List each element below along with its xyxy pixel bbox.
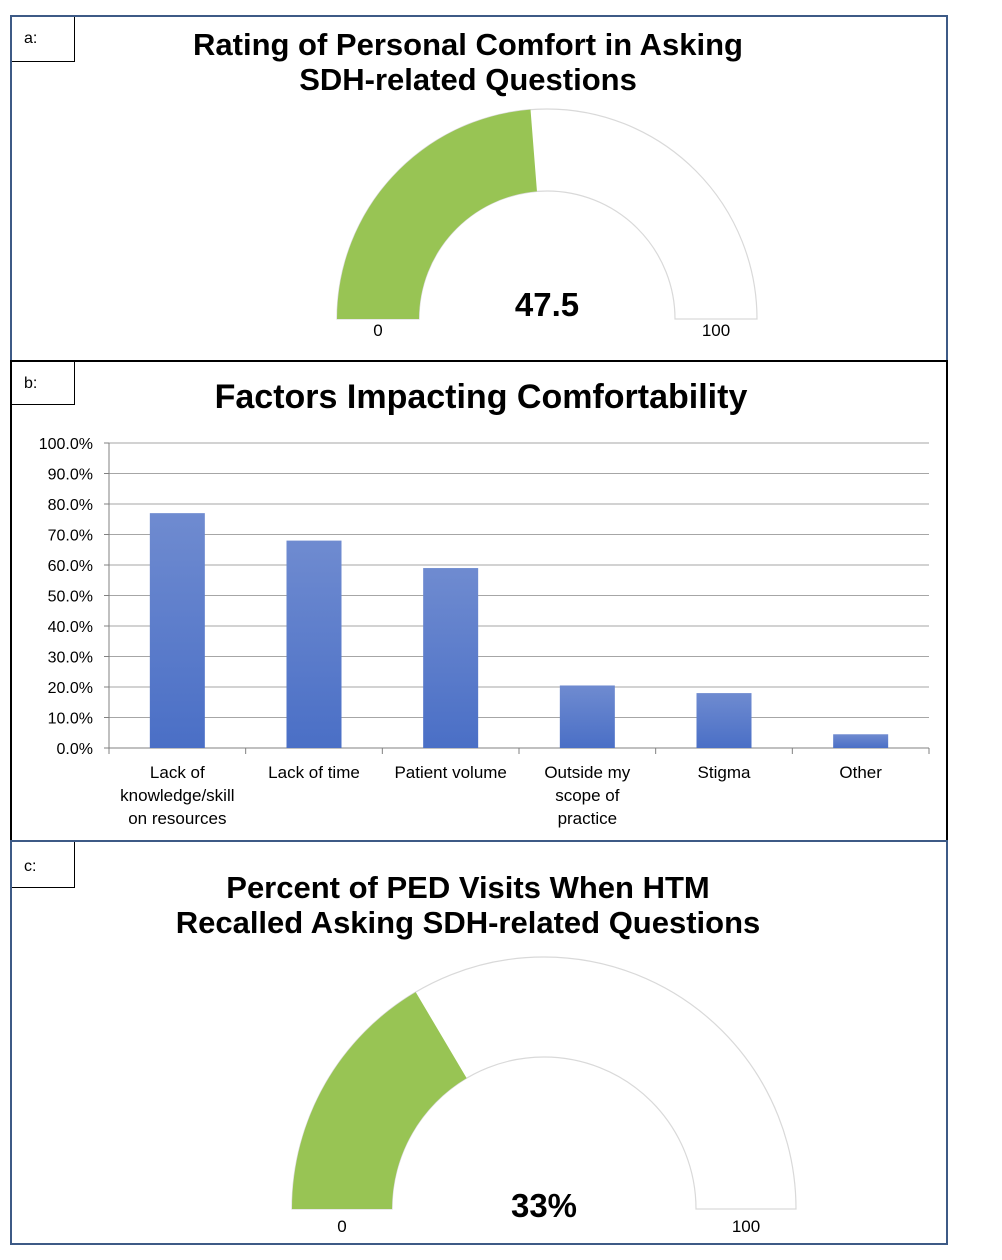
gauge-max-label: 100 — [732, 1217, 760, 1236]
panel-b: b: Factors Impacting Comfortability 0.0%… — [10, 360, 948, 842]
gauge-value-arc — [292, 992, 467, 1209]
x-tick-label: scope of — [555, 786, 620, 805]
gauge-value-arc — [337, 109, 537, 319]
chart-title-a: Rating of Personal Comfort in Asking SDH… — [193, 27, 743, 97]
x-tick-label: knowledge/skill — [120, 786, 234, 805]
y-tick-label: 80.0% — [48, 497, 93, 514]
x-tick-label: Other — [839, 763, 882, 782]
chart-title-c: Percent of PED Visits When HTM Recalled … — [175, 870, 761, 940]
x-tick-label: Lack of time — [268, 763, 360, 782]
panel-c: c: Percent of PED Visits When HTM Recall… — [10, 840, 948, 1245]
x-tick-label: Outside my — [544, 763, 630, 782]
y-tick-label: 40.0% — [48, 619, 93, 636]
bar — [833, 734, 889, 748]
bar — [696, 693, 752, 748]
gauge-chart-a: 47.5 0 100 — [336, 108, 758, 340]
bar-chart-b: 0.0% 10.0% 20.0% 30.0% 40.0% 50.0% 60.0% 70.0% 8… — [39, 436, 930, 828]
panel-label-c: c: — [12, 842, 75, 888]
y-tick-label: 100.0% — [39, 436, 93, 453]
x-tick-label: on resources — [128, 809, 226, 828]
x-tick-label: Stigma — [698, 763, 751, 782]
y-tick-label: 20.0% — [48, 680, 93, 697]
bar — [286, 540, 342, 748]
y-tick-label: 90.0% — [48, 467, 93, 484]
gauge-min-label: 0 — [337, 1217, 346, 1236]
x-tick-label: Patient volume — [394, 763, 506, 782]
y-tick-label: 60.0% — [48, 558, 93, 575]
bar — [149, 513, 205, 748]
y-tick-label: 70.0% — [48, 528, 93, 545]
bar — [423, 568, 479, 748]
y-tick-label: 50.0% — [48, 589, 93, 606]
bar — [559, 685, 615, 748]
gauge-value-label: 47.5 — [515, 286, 579, 323]
panel-label-a: a: — [12, 17, 75, 62]
gauge-chart-c: 33% 0 100 — [291, 956, 797, 1236]
chart-title-b: Factors Impacting Comfortability — [214, 378, 748, 416]
y-tick-label: 30.0% — [48, 650, 93, 667]
x-tick-label: practice — [558, 809, 618, 828]
x-tick-label: Lack of — [150, 763, 205, 782]
gauge-value-label: 33% — [511, 1187, 577, 1224]
panel-a: a: Rating of Personal Comfort in Asking … — [10, 15, 948, 362]
y-tick-label: 10.0% — [48, 711, 93, 728]
panel-label-b: b: — [12, 362, 75, 405]
gauge-min-label: 0 — [373, 321, 382, 340]
y-tick-label: 0.0% — [57, 741, 93, 758]
gauge-max-label: 100 — [702, 321, 730, 340]
